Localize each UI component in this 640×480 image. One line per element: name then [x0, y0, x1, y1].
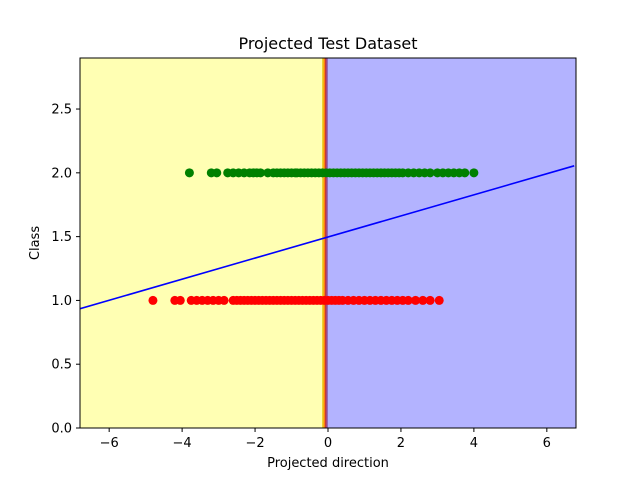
series-1-point — [403, 295, 413, 305]
chart-title: Projected Test Dataset — [238, 34, 417, 53]
series-0-point — [256, 168, 266, 178]
projection-line — [80, 165, 575, 310]
y-tick-label: 1.5 — [51, 230, 72, 245]
y-tick-label: 2.0 — [51, 166, 72, 181]
projection-line-layer — [80, 165, 575, 310]
decision-regions — [80, 58, 576, 428]
x-tick-label: 6 — [543, 436, 551, 451]
series-1-point — [219, 295, 229, 305]
y-tick-label: 2.5 — [51, 103, 72, 118]
y-tick-label: 1.0 — [51, 294, 72, 309]
series-0-point — [460, 168, 470, 178]
series-1-point — [434, 295, 444, 305]
region-0 — [80, 58, 326, 428]
x-tick-label: 4 — [470, 436, 478, 451]
series-1-point — [425, 295, 435, 305]
x-tick-label: 0 — [324, 436, 332, 451]
y-tick-label: 0.0 — [51, 422, 72, 437]
region-1 — [325, 58, 576, 428]
series-1-point — [175, 295, 185, 305]
series-0-point — [212, 168, 222, 178]
x-tick-label: 2 — [397, 436, 405, 451]
series-1-point — [411, 295, 421, 305]
decision-boundary — [322, 58, 328, 428]
y-axis-label: Class — [28, 226, 43, 260]
x-tick-label: −4 — [173, 436, 192, 451]
series-0-point — [469, 168, 479, 178]
x-axis-label: Projected direction — [267, 456, 389, 471]
y-axis-ticks: 0.0 0.5 1.0 1.5 2.0 2.5 — [51, 103, 80, 437]
x-axis-ticks: −6 −4 −2 0 2 4 6 — [100, 428, 551, 451]
y-tick-label: 0.5 — [51, 358, 72, 373]
x-tick-label: −2 — [245, 436, 264, 451]
x-tick-label: −6 — [100, 436, 119, 451]
series-0-point — [425, 168, 435, 178]
data-points — [148, 168, 479, 305]
series-1-point — [418, 295, 428, 305]
series-1-point — [148, 295, 158, 305]
series-0-point — [184, 168, 194, 178]
